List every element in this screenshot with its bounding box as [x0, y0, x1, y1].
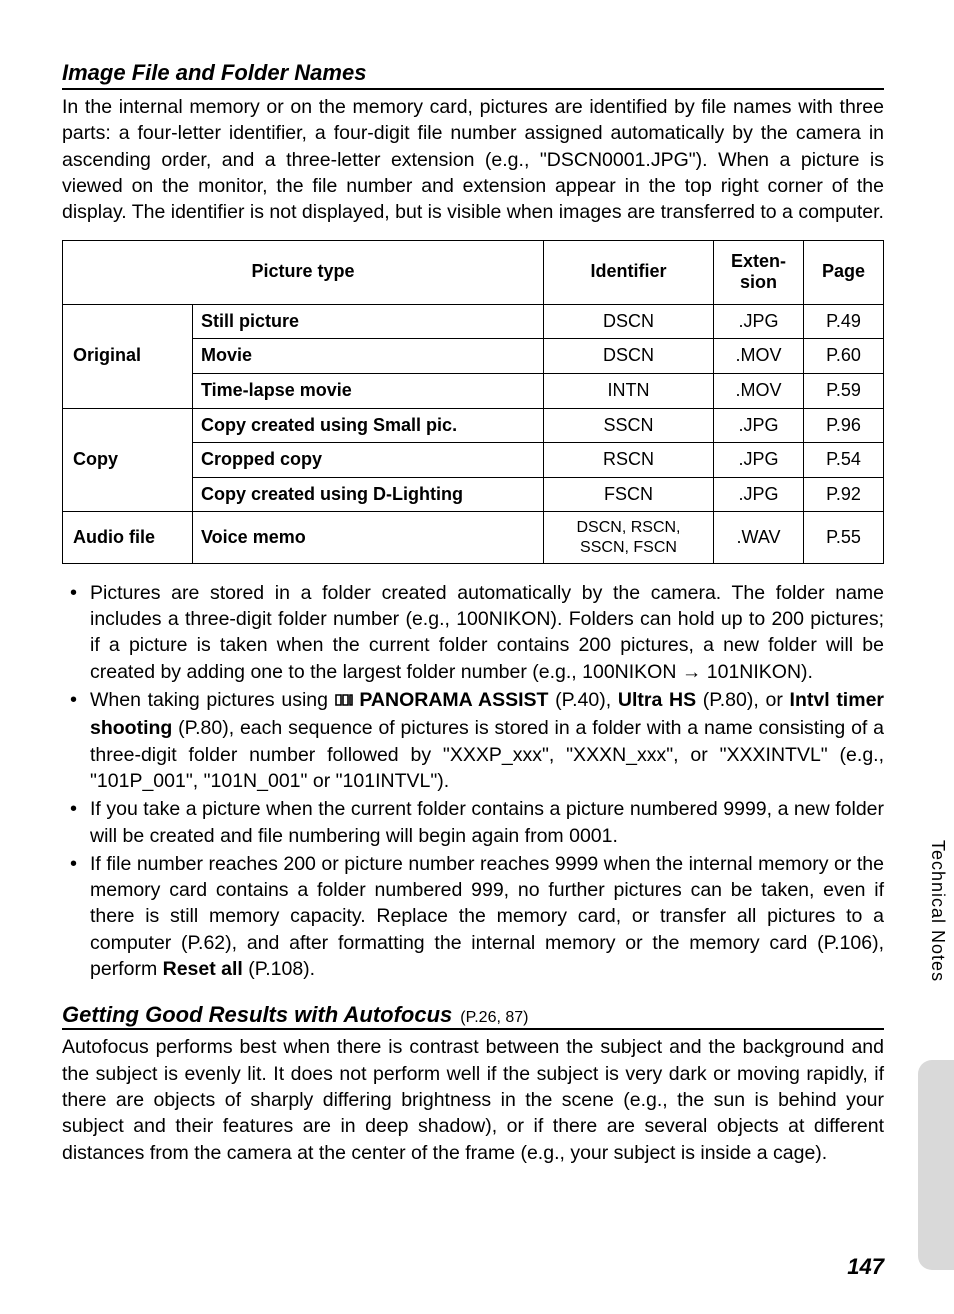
section-title-ref: (P.26, 87) — [460, 1009, 528, 1027]
text-fragment: (P.108). — [243, 958, 315, 980]
table-row: Original Still picture DSCN .JPG P.49 — [63, 304, 884, 339]
section-title-autofocus: Getting Good Results with Autofocus — [62, 1002, 452, 1028]
text-fragment: (P.80), each sequence of pictures is sto… — [90, 717, 884, 792]
group-original: Original — [63, 304, 193, 408]
cell-page: P.54 — [804, 443, 884, 478]
table-row: Audio file Voice memo DSCN, RSCN, SSCN, … — [63, 512, 884, 563]
cell-id: SSCN — [544, 408, 714, 443]
cell-ext: .JPG — [714, 408, 804, 443]
cell-ext: .JPG — [714, 477, 804, 512]
side-tab-label: Technical Notes — [927, 840, 948, 982]
side-tab: Technical Notes — [914, 830, 954, 1270]
section-title-row: Getting Good Results with Autofocus (P.2… — [62, 1002, 884, 1030]
cell-ext: .JPG — [714, 443, 804, 478]
notes-list: Pictures are stored in a folder created … — [62, 580, 884, 983]
list-item: When taking pictures using PANORAMA ASSI… — [62, 687, 884, 794]
cell-id: DSCN — [544, 339, 714, 374]
cell-page: P.92 — [804, 477, 884, 512]
cell-ext: .MOV — [714, 373, 804, 408]
sub-cropped: Cropped copy — [193, 443, 544, 478]
th-picture-type: Picture type — [63, 240, 544, 304]
group-audio: Audio file — [63, 512, 193, 563]
list-item: If you take a picture when the current f… — [62, 796, 884, 849]
cell-page: P.49 — [804, 304, 884, 339]
cell-page: P.55 — [804, 512, 884, 563]
intro-paragraph: In the internal memory or on the memory … — [62, 94, 884, 226]
cell-ext: .WAV — [714, 512, 804, 563]
side-tab-fill — [918, 1060, 954, 1270]
th-extension: Exten- sion — [714, 240, 804, 304]
text-fragment: (P.80), or — [696, 689, 789, 711]
sub-smallpic: Copy created using Small pic. — [193, 408, 544, 443]
th-page: Page — [804, 240, 884, 304]
text-fragment: When taking pictures using — [90, 689, 335, 711]
cell-ext: .JPG — [714, 304, 804, 339]
page-number: 147 — [847, 1254, 884, 1280]
cell-id: DSCN, RSCN, SSCN, FSCN — [544, 512, 714, 563]
cell-page: P.60 — [804, 339, 884, 374]
list-item: If file number reaches 200 or picture nu… — [62, 851, 884, 983]
text-fragment: (P.40), — [548, 689, 617, 711]
cell-id: RSCN — [544, 443, 714, 478]
sub-still: Still picture — [193, 304, 544, 339]
cell-id: DSCN — [544, 304, 714, 339]
text-bold: PANORAMA ASSIST — [359, 689, 548, 711]
cell-ext: .MOV — [714, 339, 804, 374]
list-item: Pictures are stored in a folder created … — [62, 580, 884, 685]
autofocus-paragraph: Autofocus performs best when there is co… — [62, 1034, 884, 1166]
sub-dlighting: Copy created using D-Lighting — [193, 477, 544, 512]
cell-id: FSCN — [544, 477, 714, 512]
text-bold: Ultra HS — [618, 689, 696, 711]
table-row: Copy Copy created using Small pic. SSCN … — [63, 408, 884, 443]
file-type-table: Picture type Identifier Exten- sion Page… — [62, 240, 884, 564]
th-identifier: Identifier — [544, 240, 714, 304]
cell-id: INTN — [544, 373, 714, 408]
cell-page: P.59 — [804, 373, 884, 408]
group-copy: Copy — [63, 408, 193, 512]
cell-page: P.96 — [804, 408, 884, 443]
panorama-icon — [335, 689, 353, 715]
text-bold: Reset all — [163, 958, 243, 980]
sub-voice: Voice memo — [193, 512, 544, 563]
section-title-image-file: Image File and Folder Names — [62, 60, 884, 90]
sub-timelapse: Time-lapse movie — [193, 373, 544, 408]
sub-movie: Movie — [193, 339, 544, 374]
